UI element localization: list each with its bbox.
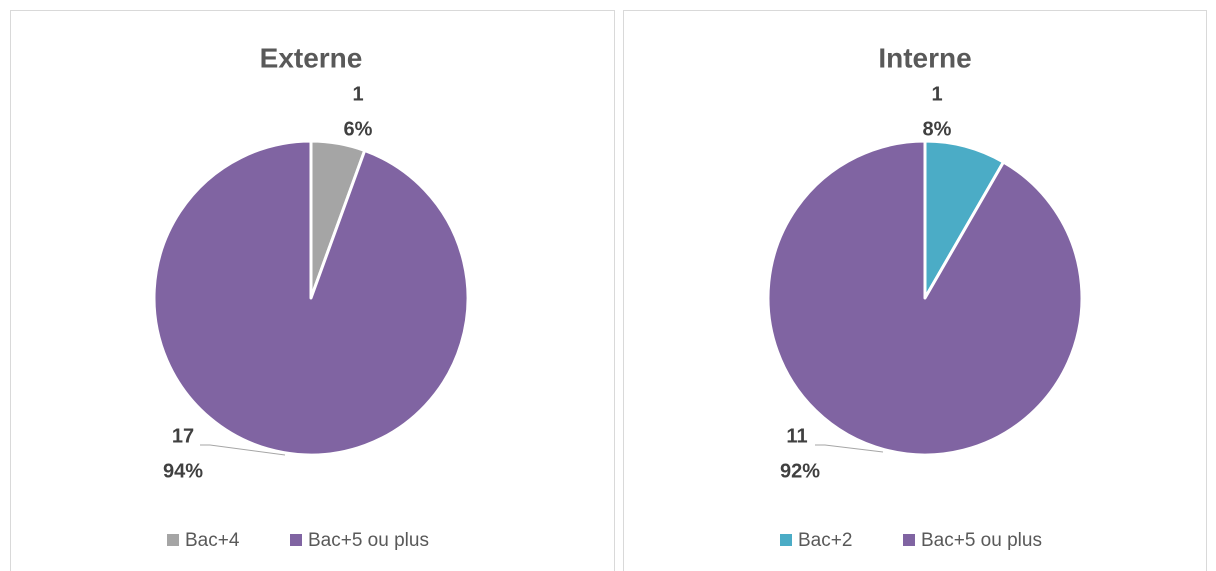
legend-swatch bbox=[290, 534, 302, 546]
data-label: 1 bbox=[931, 83, 942, 105]
legend-label: Bac+5 ou plus bbox=[921, 530, 1042, 551]
legend-swatch bbox=[167, 534, 179, 546]
legend-swatch bbox=[903, 534, 915, 546]
data-label: 1 bbox=[352, 83, 363, 105]
leader-line bbox=[815, 444, 884, 453]
percent-label: 8% bbox=[923, 118, 952, 140]
leader-line bbox=[200, 444, 286, 456]
data-label: 11 bbox=[786, 425, 807, 447]
pie-slice bbox=[152, 139, 470, 457]
legend-label: Bac+5 ou plus bbox=[308, 530, 429, 551]
percent-label: 6% bbox=[344, 118, 373, 140]
legend-swatch bbox=[780, 534, 792, 546]
legend-label: Bac+4 bbox=[185, 530, 240, 551]
data-label: 17 bbox=[172, 425, 194, 447]
percent-label: 94% bbox=[163, 460, 203, 482]
legend-label: Bac+2 bbox=[798, 530, 852, 551]
percent-label: 92% bbox=[780, 460, 820, 482]
pie-slice bbox=[766, 139, 1084, 457]
chart-title: Externe bbox=[260, 42, 363, 73]
chart-title: Interne bbox=[878, 42, 971, 73]
